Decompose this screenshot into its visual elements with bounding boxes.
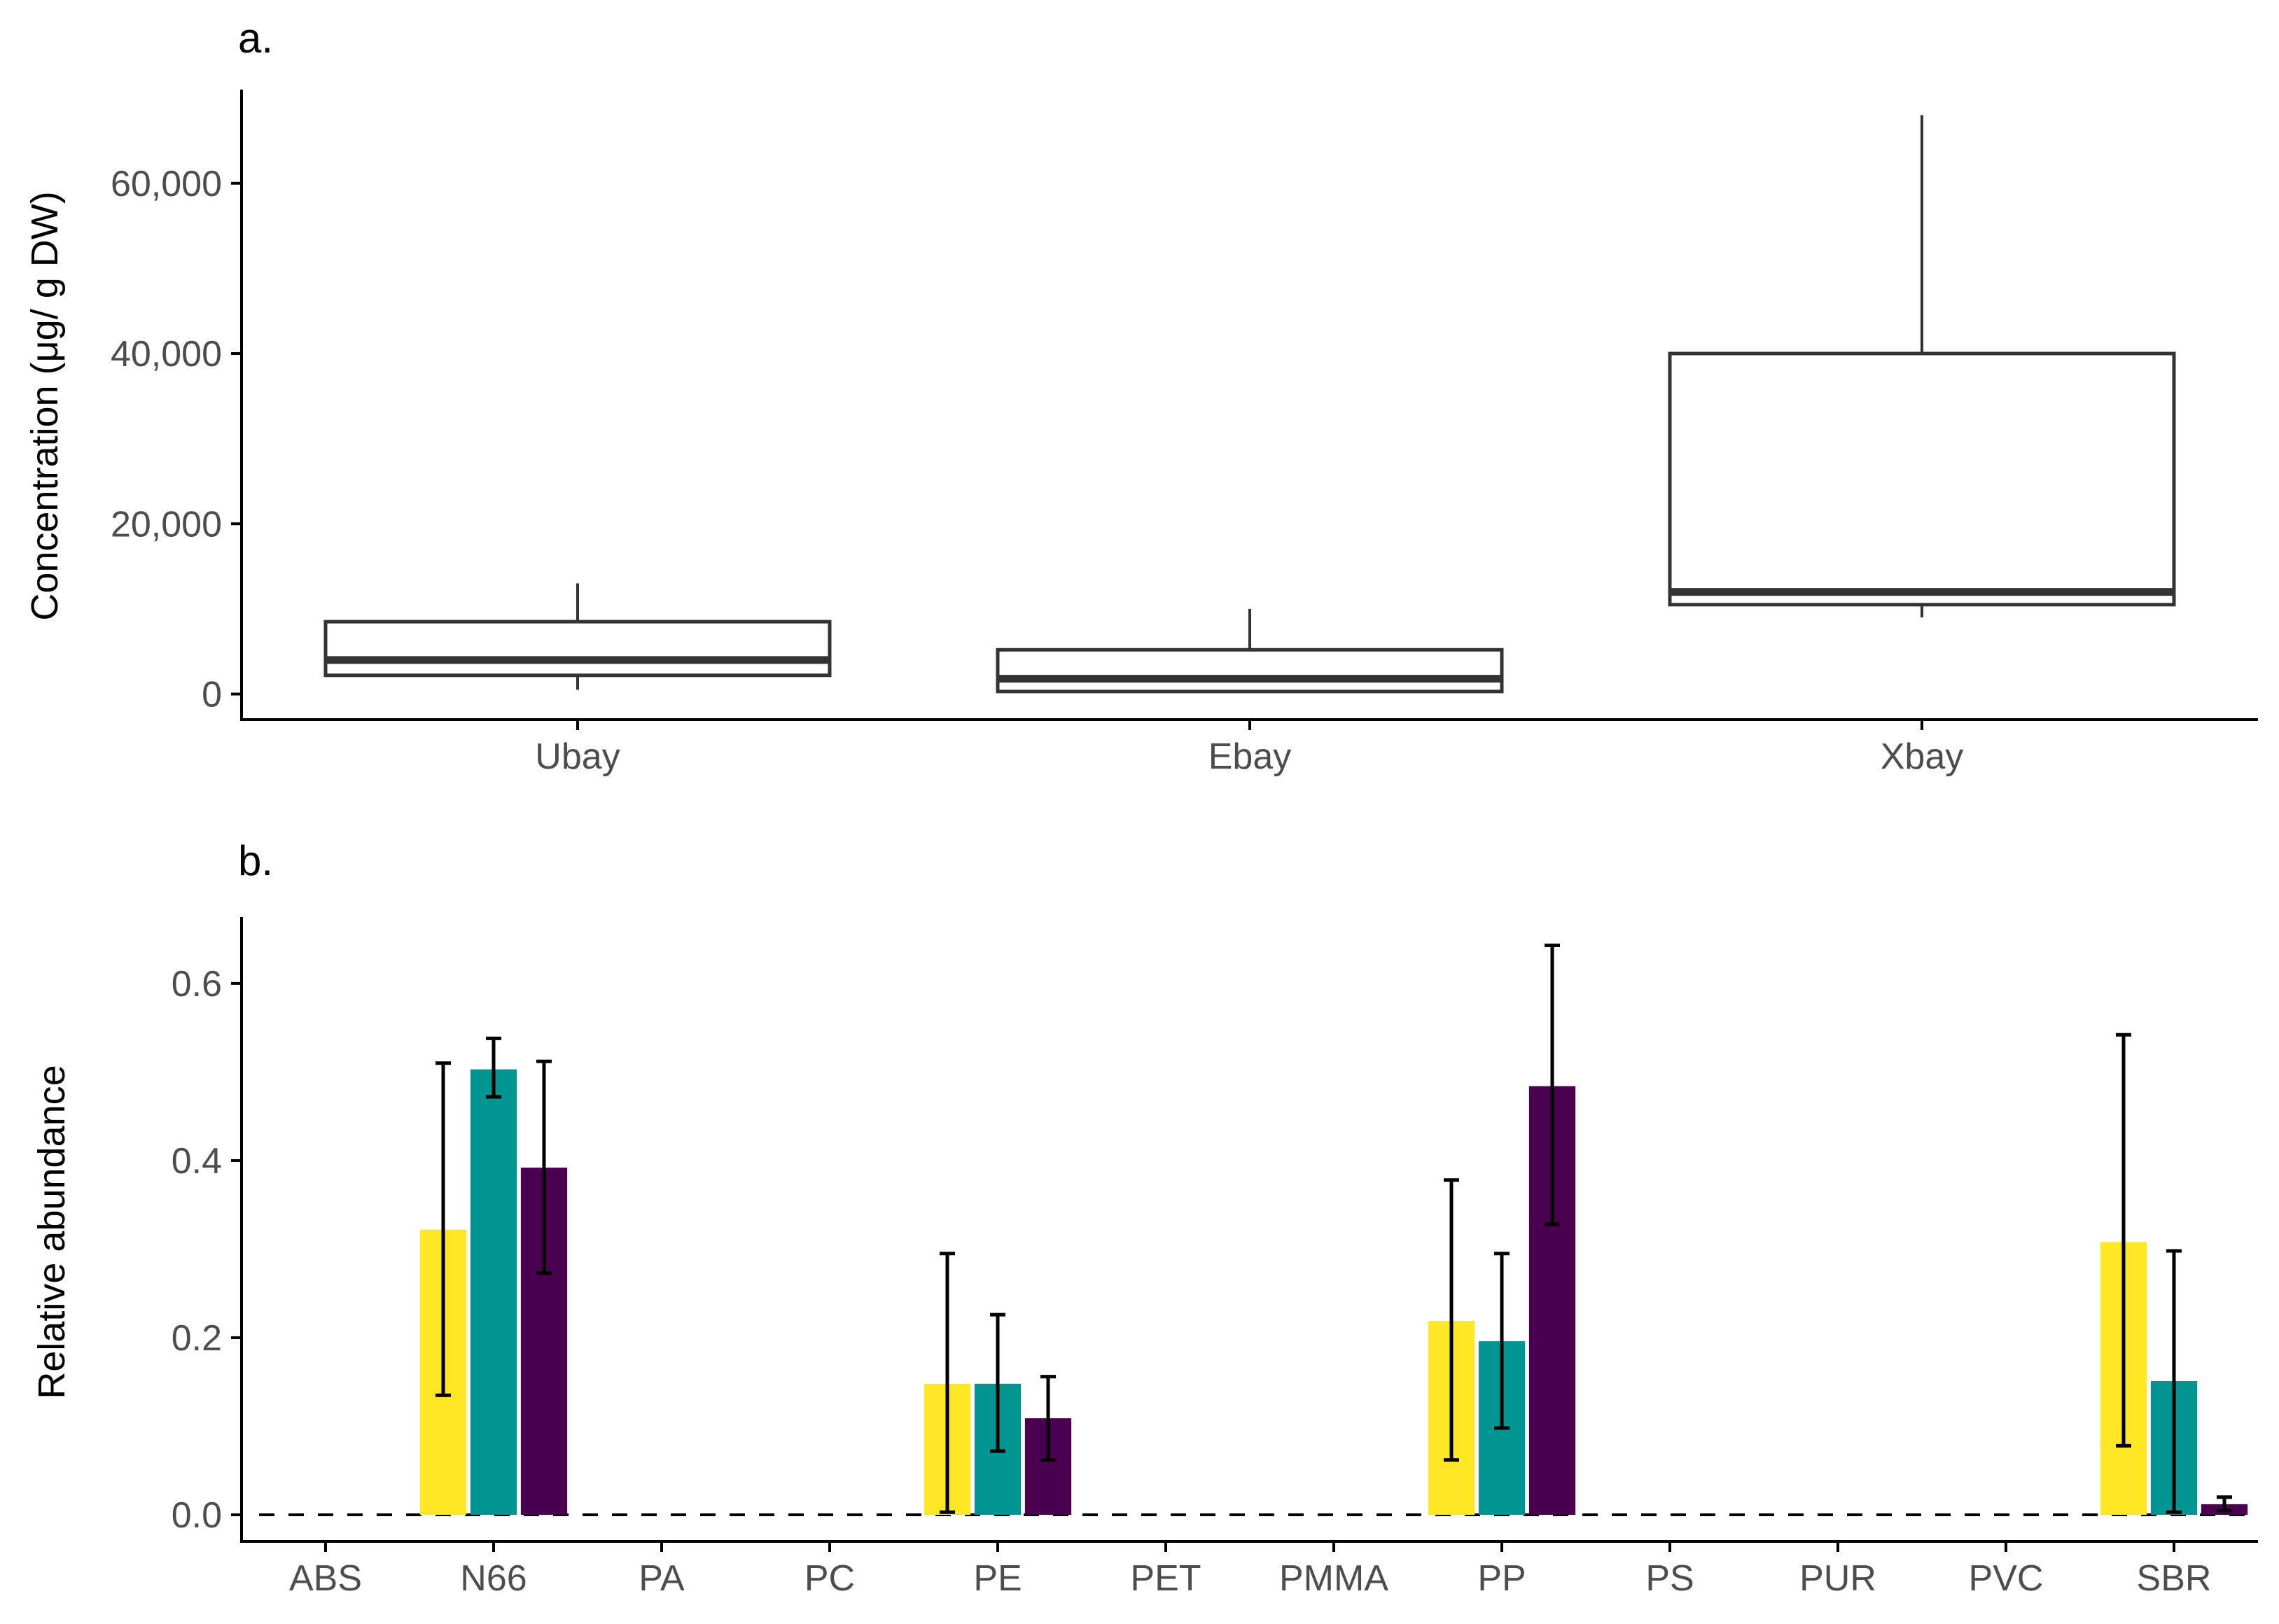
error-bar-sbr-series-2 bbox=[2166, 1249, 2182, 1514]
box-ebay bbox=[996, 608, 1504, 694]
panel-a: a. Concentration (μg/ g DW) 0 20,000 40,00… bbox=[24, 15, 2258, 777]
panel-b-tag: b. bbox=[238, 837, 273, 884]
panel-a-y-axis-title: Concentration (μg/ g DW) bbox=[24, 191, 66, 620]
x-tick-label-pa: PA bbox=[639, 1558, 685, 1599]
y-tick-label: 0.2 bbox=[172, 1318, 222, 1359]
error-bar-pe-series-1 bbox=[940, 1252, 955, 1514]
box-iqr bbox=[996, 648, 1504, 694]
x-tick-label-abs: ABS bbox=[289, 1558, 362, 1599]
error-bar-n66-series-2 bbox=[486, 1036, 501, 1099]
x-tick-label-n66: N66 bbox=[460, 1558, 527, 1599]
x-tick-label-pe: PE bbox=[973, 1558, 1022, 1599]
error-bar-pp-series-3 bbox=[1545, 943, 1560, 1226]
y-tick-label: 60,000 bbox=[111, 164, 222, 204]
bar-n66-series-2 bbox=[470, 1069, 517, 1516]
panel-b: b. Relative abundance 0.0 0.2 0.4 0.6 ABS N6… bbox=[31, 837, 2258, 1599]
x-tick-label-ubay: Ubay bbox=[535, 736, 620, 777]
error-bar-pp-series-2 bbox=[1494, 1252, 1510, 1430]
error-bar-sbr-series-1 bbox=[2116, 1032, 2131, 1448]
y-tick-label: 0.0 bbox=[172, 1495, 222, 1536]
error-bar-pp-series-1 bbox=[1444, 1178, 1459, 1462]
x-tick-label-xbay: Xbay bbox=[1881, 736, 1964, 777]
x-tick-label-pc: PC bbox=[804, 1558, 855, 1599]
x-tick-label-pp: PP bbox=[1477, 1558, 1526, 1599]
error-bar-pe-series-3 bbox=[1040, 1375, 1056, 1462]
panel-b-y-axis-title: Relative abundance bbox=[31, 1065, 73, 1399]
y-tick-label: 40,000 bbox=[111, 334, 222, 374]
error-bar-n66-series-3 bbox=[536, 1059, 552, 1275]
y-tick-label: 0 bbox=[202, 675, 222, 715]
error-bar-sbr-series-3 bbox=[2217, 1495, 2232, 1513]
box-iqr bbox=[323, 620, 832, 678]
x-tick-label-sbr: SBR bbox=[2137, 1558, 2212, 1599]
box-iqr bbox=[1668, 351, 2176, 607]
error-bar-n66-series-1 bbox=[435, 1061, 451, 1397]
x-tick-label-pvc: PVC bbox=[1969, 1558, 2044, 1599]
x-tick-label-ebay: Ebay bbox=[1208, 736, 1292, 777]
x-tick-label-pur: PUR bbox=[1799, 1558, 1876, 1599]
x-tick-label-pmma: PMMA bbox=[1279, 1558, 1388, 1599]
y-tick-label: 0.6 bbox=[172, 964, 222, 1004]
error-bar-pe-series-2 bbox=[990, 1312, 1005, 1453]
box-ubay bbox=[323, 583, 832, 690]
box-xbay bbox=[1668, 115, 2176, 618]
y-tick-label: 20,000 bbox=[111, 504, 222, 545]
x-tick-label-pet: PET bbox=[1130, 1558, 1201, 1599]
panel-a-tag: a. bbox=[238, 15, 273, 62]
x-tick-label-ps: PS bbox=[1645, 1558, 1694, 1599]
y-tick-label: 0.4 bbox=[172, 1141, 222, 1182]
